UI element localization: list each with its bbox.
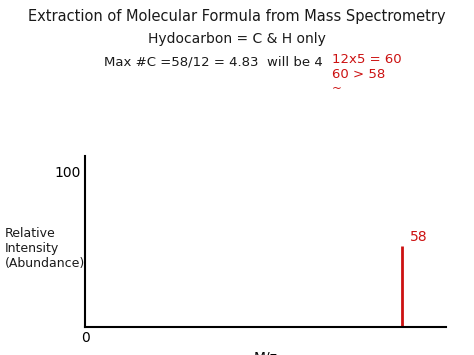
Text: ~: ~ xyxy=(332,82,342,95)
Text: Max #C =58/12 = 4.83  will be 4: Max #C =58/12 = 4.83 will be 4 xyxy=(104,55,323,68)
Text: Extraction of Molecular Formula from Mass Spectrometry: Extraction of Molecular Formula from Mas… xyxy=(28,9,446,24)
Text: 12x5 = 60: 12x5 = 60 xyxy=(332,53,401,66)
Text: 58: 58 xyxy=(410,230,427,245)
Text: Relative
Intensity
(Abundance): Relative Intensity (Abundance) xyxy=(5,227,85,270)
Text: 60 > 58: 60 > 58 xyxy=(332,68,385,81)
X-axis label: M/z: M/z xyxy=(254,350,277,355)
Text: Hydocarbon = C & H only: Hydocarbon = C & H only xyxy=(148,32,326,46)
